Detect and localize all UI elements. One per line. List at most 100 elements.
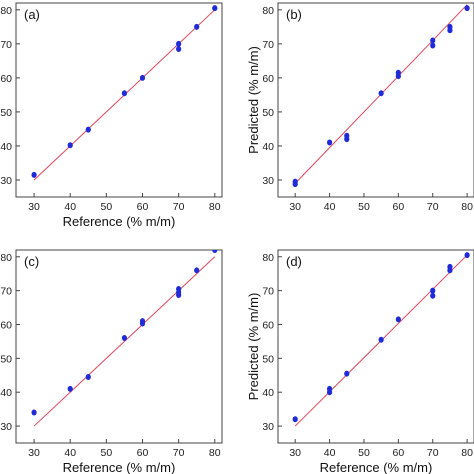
plot-frame: [277, 2, 474, 198]
x-tick-label: 60: [393, 447, 405, 459]
data-point: [31, 171, 37, 178]
y-tick-label: 60: [262, 73, 274, 85]
panel-1: 30 40 50 60 70 80 30 40 50 60 70 80 (a) Reference (% …: [0, 2, 223, 229]
y-tick-label: 70: [0, 39, 12, 51]
y-tick-label: 50: [262, 353, 274, 365]
y-tick-label: 80: [0, 252, 12, 264]
data-point: [378, 90, 384, 97]
x-tick-label: 70: [173, 447, 185, 459]
data-point: [464, 5, 470, 12]
data-point: [121, 90, 128, 97]
x-tick-label: 60: [393, 201, 405, 213]
x-axis-label: Reference (% m/m): [63, 214, 176, 229]
y-tick-label: 50: [0, 107, 12, 119]
x-tick-label: 50: [101, 447, 113, 459]
data-point: [395, 73, 401, 80]
data-point: [176, 45, 182, 52]
x-tick-label: 40: [324, 447, 336, 459]
fit-line: [33, 256, 216, 427]
panel-label: (a): [24, 7, 40, 22]
panel-4: 30 40 50 60 70 80 30 40 50 60 70 80 (d) Reference (% …: [246, 249, 474, 474]
data-point: [85, 126, 91, 133]
data-point: [430, 37, 436, 44]
y-tick-label: 30: [262, 421, 274, 433]
x-tick-label: 30: [28, 201, 40, 213]
x-tick-label: 70: [173, 201, 185, 213]
data-point: [176, 292, 182, 299]
x-tick-label: 50: [358, 447, 370, 459]
data-point: [326, 389, 333, 396]
x-tick-label: 80: [461, 447, 473, 459]
x-tick-label: 60: [137, 201, 149, 213]
y-axis-label: Predicted (% m/m): [246, 293, 261, 401]
y-tick-label: 30: [0, 175, 12, 187]
panel-3: 30 40 50 60 70 80 30 40 50 60 70 80 (c) Reference (% …: [0, 249, 223, 474]
y-tick-label: 80: [0, 5, 12, 17]
data-point: [67, 385, 73, 392]
y-tick-label: 50: [262, 107, 274, 119]
y-tick-label: 40: [0, 141, 12, 153]
plot-frame: [15, 249, 223, 444]
data-point: [326, 139, 333, 146]
data-point: [292, 416, 298, 423]
data-point: [344, 370, 350, 377]
data-point: [430, 42, 436, 49]
y-tick-label: 80: [262, 5, 274, 17]
x-tick-label: 40: [64, 201, 76, 213]
x-tick-label: 40: [64, 447, 76, 459]
y-tick-label: 40: [262, 141, 274, 153]
panel-label: (b): [286, 7, 302, 22]
x-tick-label: 60: [137, 447, 149, 459]
data-point: [139, 74, 146, 81]
data-point: [67, 142, 73, 149]
x-axis-label: Reference (% m/m): [63, 460, 176, 474]
data-point: [194, 267, 200, 274]
x-tick-label: 30: [289, 201, 301, 213]
panel-2: 30 40 50 60 70 80 30 40 50 60 70 80 (b) Predicted (% …: [246, 2, 474, 213]
data-point: [430, 292, 436, 299]
data-point: [447, 267, 453, 274]
y-tick-label: 60: [0, 319, 12, 331]
data-point: [85, 373, 91, 380]
y-tick-label: 70: [262, 286, 274, 298]
data-point: [31, 409, 37, 416]
y-tick-label: 30: [0, 421, 12, 433]
data-point: [430, 287, 436, 294]
data-point: [292, 181, 298, 188]
panel-label: (d): [286, 254, 302, 269]
data-point: [176, 40, 182, 47]
panel-label: (c): [24, 254, 39, 269]
data-point: [395, 316, 401, 323]
x-tick-label: 70: [427, 201, 439, 213]
y-tick-label: 60: [262, 319, 274, 331]
data-point: [464, 252, 470, 259]
plot-frame: [15, 2, 223, 198]
x-axis-label: Reference (% m/m): [320, 460, 433, 474]
x-tick-label: 50: [358, 201, 370, 213]
y-tick-label: 70: [262, 39, 274, 51]
data-point: [447, 27, 453, 34]
y-tick-label: 50: [0, 353, 12, 365]
x-tick-label: 40: [324, 201, 336, 213]
data-point: [378, 336, 384, 343]
x-tick-label: 80: [209, 447, 221, 459]
data-point: [212, 5, 218, 12]
data-point: [139, 320, 146, 327]
data-point: [121, 335, 128, 342]
data-point: [194, 23, 200, 30]
x-tick-label: 80: [461, 201, 473, 213]
x-tick-label: 80: [209, 201, 221, 213]
y-tick-label: 70: [0, 286, 12, 298]
y-tick-label: 60: [0, 73, 12, 85]
data-point: [212, 250, 218, 253]
x-tick-label: 30: [289, 447, 301, 459]
x-tick-label: 70: [427, 447, 439, 459]
data-point: [344, 136, 350, 143]
y-tick-label: 40: [262, 387, 274, 399]
plot-frame: [277, 249, 474, 444]
y-tick-label: 30: [262, 175, 274, 187]
y-axis-label: Predicted (% m/m): [246, 46, 261, 154]
x-tick-label: 30: [28, 447, 40, 459]
x-tick-label: 50: [101, 201, 113, 213]
